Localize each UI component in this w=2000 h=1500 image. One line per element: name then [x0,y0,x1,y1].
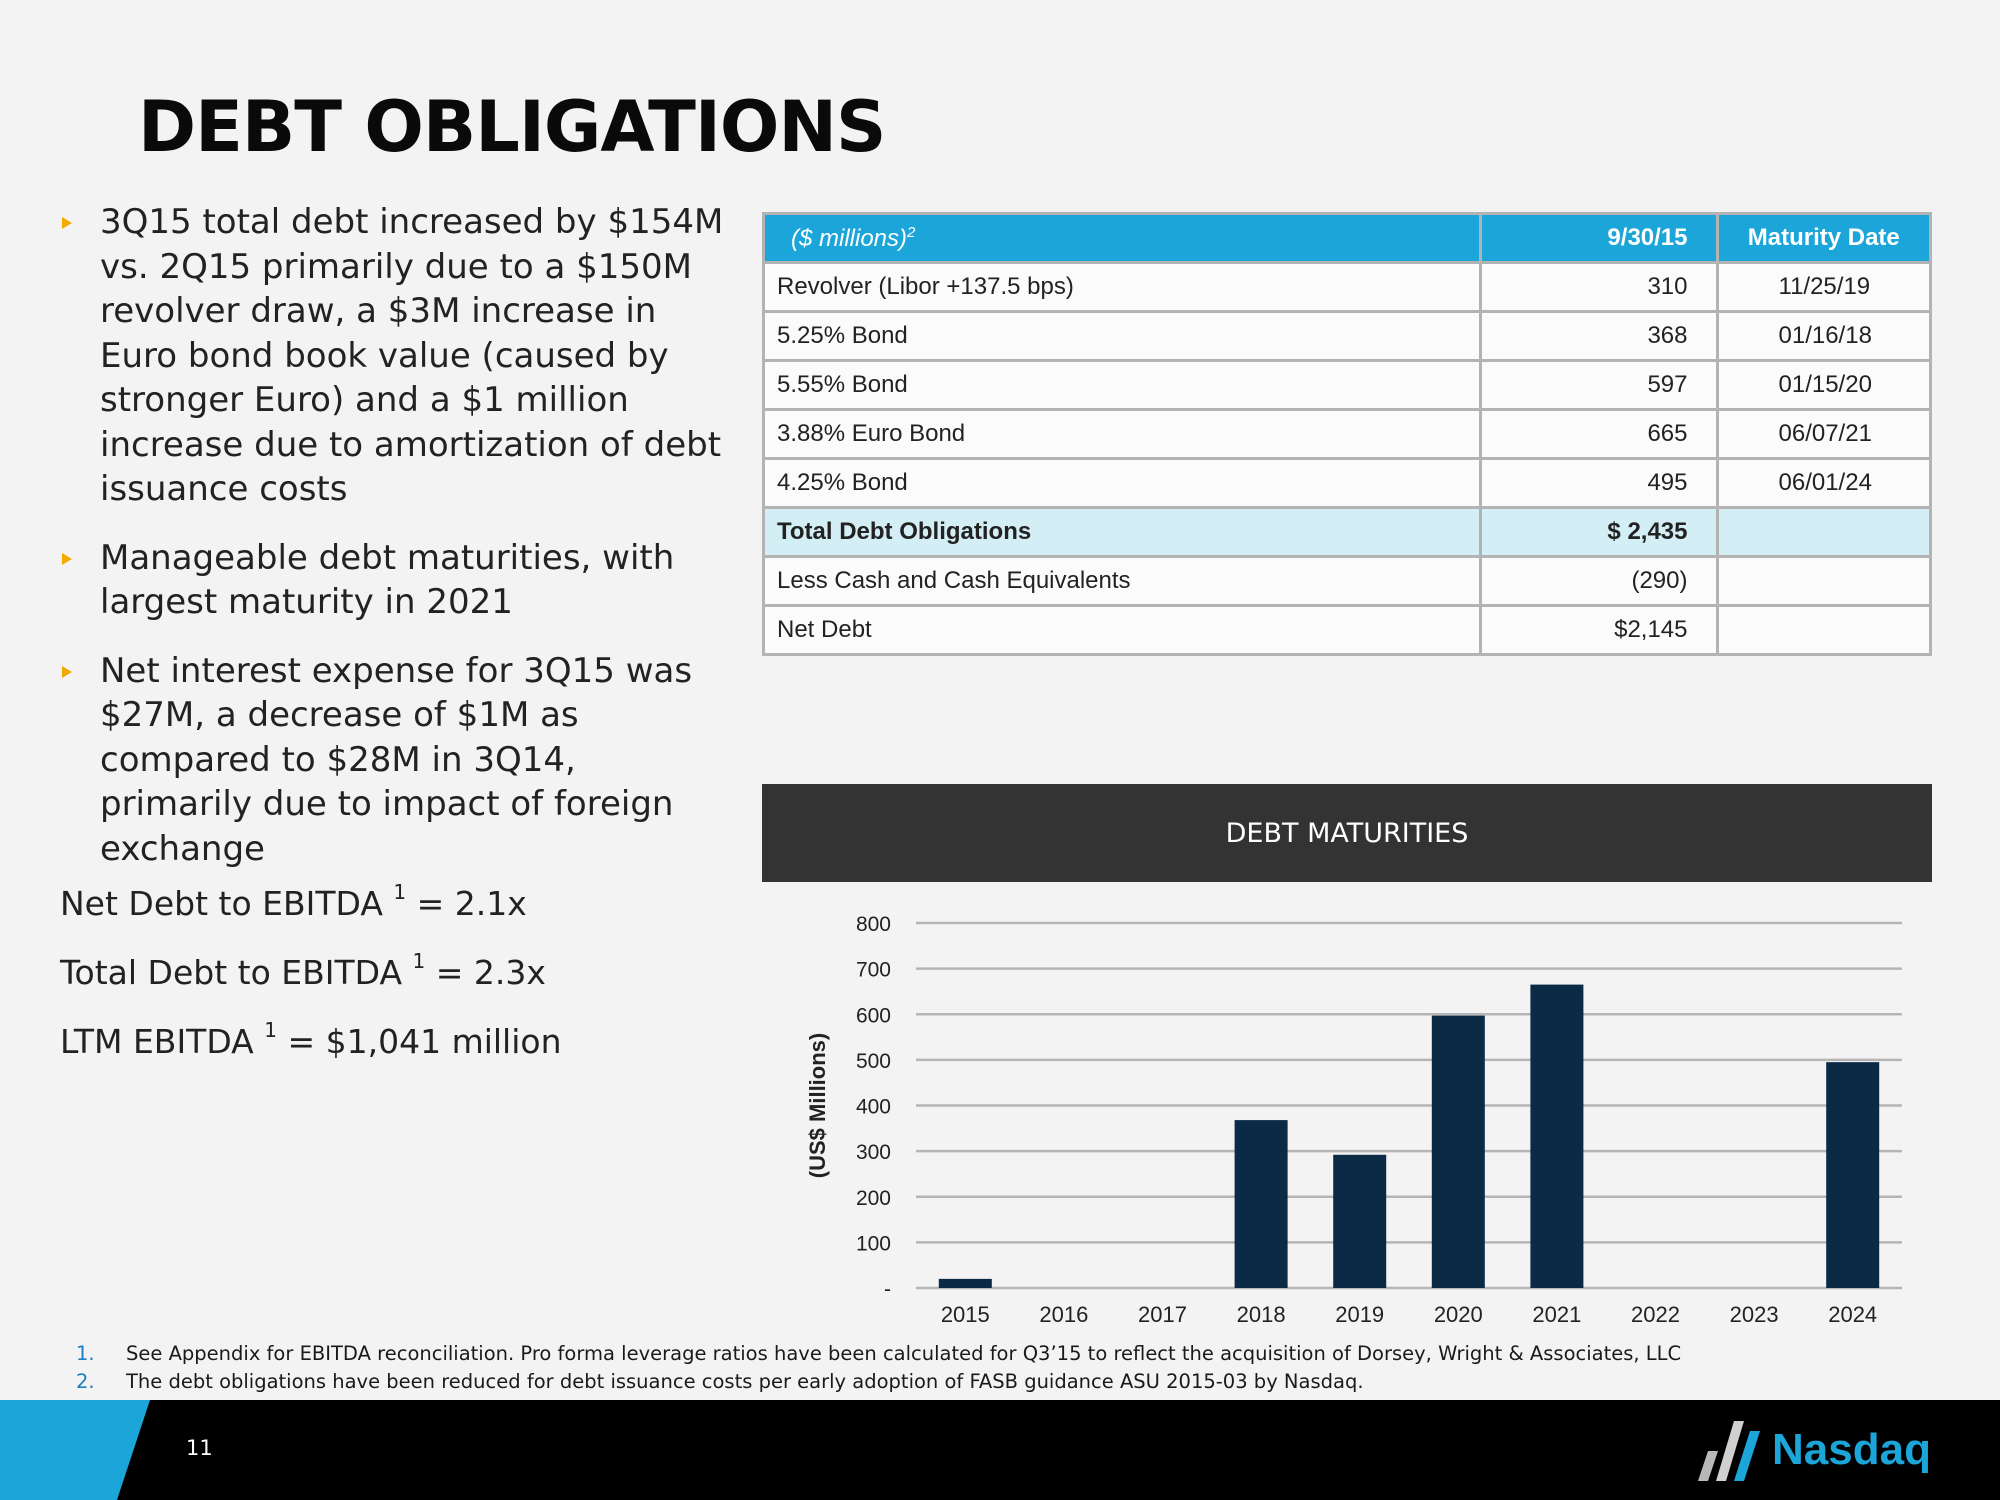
table-row: Net Debt $2,145 [762,604,1932,656]
metric-ltm-ebitda: LTM EBITDA 1 = $1,041 million [60,1018,562,1061]
row-label: Revolver (Libor +137.5 bps) [762,261,1482,313]
row-label: 3.88% Euro Bond [762,408,1482,460]
bullet-item: Net interest expense for 3Q15 was $27M, … [58,649,738,872]
row-maturity [1715,604,1932,656]
bullet-triangle-icon [62,552,72,565]
row-label: 5.55% Bond [762,359,1482,411]
table-row: 3.88% Euro Bond 665 06/07/21 [762,408,1932,460]
y-tick-label: 400 [856,1096,891,1119]
nasdaq-logo-icon [1698,1421,1760,1481]
bullet-triangle-icon [62,665,72,678]
row-value: 368 [1478,310,1719,362]
footnotes: 1. See Appendix for EBITDA reconciliation… [76,1340,1681,1396]
row-value: 665 [1478,408,1719,460]
x-tick-label: 2015 [941,1302,990,1327]
bullet-triangle-icon [62,217,72,229]
row-maturity: 06/07/21 [1715,408,1932,460]
y-tick-label: 800 [856,913,891,936]
row-maturity: 01/16/18 [1715,310,1932,362]
bar [1234,1120,1288,1288]
bar [938,1278,992,1288]
page-number: 11 [186,1436,213,1460]
bullet-text: Net interest expense for 3Q15 was $27M, … [100,650,693,869]
x-tick-label: 2022 [1631,1302,1680,1327]
x-tick-label: 2017 [1138,1302,1187,1327]
table-header-label: ($ millions)2 [762,212,1482,264]
bullet-item: Manageable debt maturities, with largest… [58,536,738,625]
x-tick-label: 2021 [1532,1302,1581,1327]
metric-net-debt-ebitda: Net Debt to EBITDA 1 = 2.1x [60,880,527,923]
table-row: 4.25% Bond 495 06/01/24 [762,457,1932,509]
debt-table: ($ millions)2 9/30/15 Maturity Date Revo… [762,212,1932,656]
logo-text: Nasdaq [1772,1425,1931,1474]
y-tick-label: 100 [856,1232,891,1255]
table-row: Less Cash and Cash Equivalents (290) [762,555,1932,607]
x-tick-label: 2023 [1730,1302,1779,1327]
row-label: Less Cash and Cash Equivalents [762,555,1482,607]
row-value: (290) [1478,555,1719,607]
row-value: 495 [1478,457,1719,509]
row-maturity [1715,555,1932,607]
metric-total-debt-ebitda: Total Debt to EBITDA 1 = 2.3x [60,949,546,992]
row-maturity: 11/25/19 [1715,261,1932,313]
table-row: Revolver (Libor +137.5 bps) 310 11/25/19 [762,261,1932,313]
table-row: 5.55% Bond 597 01/15/20 [762,359,1932,411]
y-tick-label: - [884,1278,891,1301]
x-tick-label: 2019 [1335,1302,1384,1327]
row-value: $2,145 [1478,604,1719,656]
footer-accent-wedge [0,1400,150,1500]
row-maturity [1715,506,1932,558]
bar [1530,984,1584,1288]
y-tick-label: 600 [856,1004,891,1027]
y-tick-label: 500 [856,1050,891,1073]
row-value: $ 2,435 [1478,506,1719,558]
x-tick-label: 2020 [1434,1302,1483,1327]
bullet-item: 3Q15 total debt increased by $154M vs. 2… [58,200,738,512]
row-value: 597 [1478,359,1719,411]
table-header-date: 9/30/15 [1478,212,1719,264]
bar [1826,1062,1880,1288]
footer-bar: 11 Nasdaq [0,1400,2000,1500]
bullet-text: 3Q15 total debt increased by $154M vs. 2… [100,202,724,509]
bar [1431,1015,1485,1288]
y-tick-label: 300 [856,1141,891,1164]
y-tick-label: 200 [856,1187,891,1210]
chart-header: DEBT MATURITIES [762,784,1932,882]
table-row: 5.25% Bond 368 01/16/18 [762,310,1932,362]
y-tick-label: 700 [856,959,891,982]
nasdaq-logo: Nasdaq [1690,1416,1931,1484]
table-header-row: ($ millions)2 9/30/15 Maturity Date [762,212,1932,264]
footnote: 1. See Appendix for EBITDA reconciliation… [76,1342,1682,1365]
page-title: DEBT OBLIGATIONS [138,86,886,168]
x-tick-label: 2016 [1039,1302,1088,1327]
bullet-list: 3Q15 total debt increased by $154M vs. 2… [58,200,738,895]
x-tick-label: 2024 [1828,1302,1877,1327]
x-tick-label: 2018 [1237,1302,1286,1327]
row-label: 5.25% Bond [762,310,1482,362]
row-label: Net Debt [762,604,1482,656]
bullet-text: Manageable debt maturities, with largest… [100,537,675,623]
row-maturity: 01/15/20 [1715,359,1932,411]
debt-maturities-chart: - 100 200 300 400 500 600 700 800 (US$ Millions) 2… [805,913,1902,1327]
row-label: 4.25% Bond [762,457,1482,509]
table-row-total: Total Debt Obligations $ 2,435 [762,506,1932,558]
row-maturity: 06/01/24 [1715,457,1932,509]
row-label: Total Debt Obligations [762,506,1482,558]
table-header-maturity: Maturity Date [1715,212,1932,264]
row-value: 310 [1478,261,1719,313]
bar [1333,1154,1387,1288]
footnote: 2. The debt obligations have been reduced… [76,1370,1364,1393]
y-axis-label: (US$ Millions) [805,1033,830,1178]
